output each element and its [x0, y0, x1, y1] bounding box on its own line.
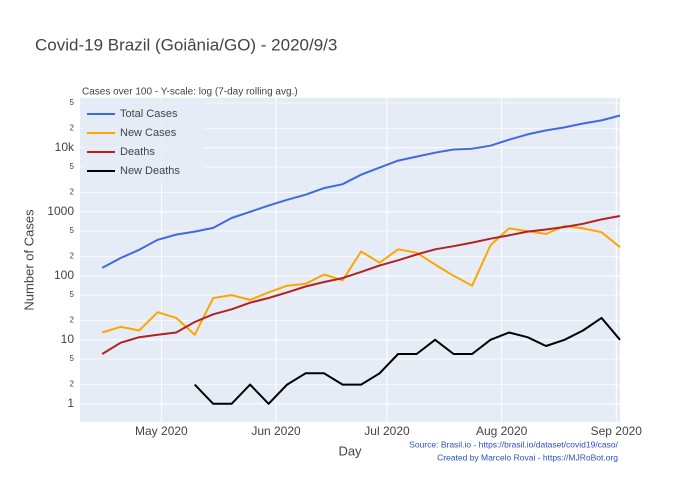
legend-label: Total Cases — [120, 108, 178, 120]
chart-title: Covid-19 Brazil (Goiânia/GO) - 2020/9/3 — [35, 35, 337, 54]
y-tick-label: 10 — [61, 332, 75, 346]
y-tick-label: 5 — [70, 162, 75, 171]
legend-label: New Deaths — [120, 165, 180, 177]
y-tick-label: 2 — [70, 316, 75, 325]
y-tick-label: 100 — [54, 268, 74, 282]
y-tick-label: 2 — [70, 188, 75, 197]
legend: Total Cases New Cases Deaths New Deaths — [87, 108, 180, 177]
y-tick-label: 5 — [70, 226, 75, 235]
series-line — [101, 114, 621, 269]
x-tick-label: Aug 2020 — [476, 424, 528, 438]
x-axis-label: Day — [338, 443, 362, 458]
legend-label: New Cases — [120, 127, 177, 139]
y-tick-label: 2 — [70, 252, 75, 261]
y-tick-label: 2 — [70, 124, 75, 133]
x-tick-label: Jun 2020 — [251, 424, 301, 438]
legend-label: Deaths — [120, 146, 155, 158]
y-tick-label: 1 — [67, 396, 74, 410]
x-tick-label: Jul 2020 — [364, 424, 410, 438]
y-tick-label: 2 — [70, 380, 75, 389]
series-line — [101, 225, 621, 336]
subtitle: Cases over 100 - Y-scale: log (7-day rol… — [82, 87, 298, 98]
y-axis-label: Number of Cases — [21, 209, 36, 311]
series-line — [193, 316, 621, 405]
y-tick-label: 1000 — [47, 204, 74, 218]
credit-note: Created by Marcelo Rovai - https://MJRoB… — [437, 452, 618, 462]
x-tick-label: Sep 2020 — [591, 424, 643, 438]
x-tick-label: May 2020 — [135, 424, 188, 438]
series-line — [101, 215, 621, 355]
y-tick-label: 5 — [70, 290, 75, 299]
lines — [101, 114, 621, 405]
grid — [80, 98, 620, 422]
y-tick-label: 5 — [70, 98, 75, 107]
y-tick-label: 5 — [70, 354, 75, 363]
y-tick-label: 10k — [55, 140, 75, 154]
source-note: Source: Brasil.io - https://brasil.io/da… — [409, 439, 618, 449]
